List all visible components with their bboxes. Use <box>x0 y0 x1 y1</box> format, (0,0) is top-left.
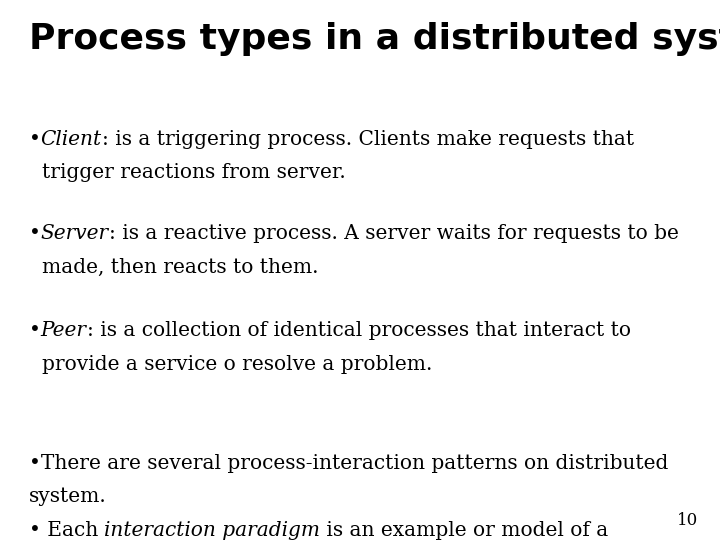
Text: system.: system. <box>29 487 107 506</box>
Text: : is a triggering process. Clients make requests that: : is a triggering process. Clients make … <box>102 130 634 148</box>
Text: Process types in a distributed system: Process types in a distributed system <box>29 22 720 56</box>
Text: is an example or model of a: is an example or model of a <box>320 521 608 539</box>
Text: •: • <box>29 321 40 340</box>
Text: Client: Client <box>40 130 102 148</box>
Text: : is a collection of identical processes that interact to: : is a collection of identical processes… <box>86 321 631 340</box>
Text: 10: 10 <box>677 512 698 529</box>
Text: •: • <box>29 224 40 243</box>
Text: Server: Server <box>40 224 109 243</box>
Text: provide a service o resolve a problem.: provide a service o resolve a problem. <box>42 355 432 374</box>
Text: • Each: • Each <box>29 521 104 539</box>
Text: made, then reacts to them.: made, then reacts to them. <box>42 258 318 276</box>
Text: •: • <box>29 130 40 148</box>
Text: Peer: Peer <box>40 321 86 340</box>
Text: interaction paradigm: interaction paradigm <box>104 521 320 539</box>
Text: trigger reactions from server.: trigger reactions from server. <box>42 163 346 182</box>
Text: : is a reactive process. A server waits for requests to be: : is a reactive process. A server waits … <box>109 224 679 243</box>
Text: •There are several process-interaction patterns on distributed: •There are several process-interaction p… <box>29 454 668 472</box>
